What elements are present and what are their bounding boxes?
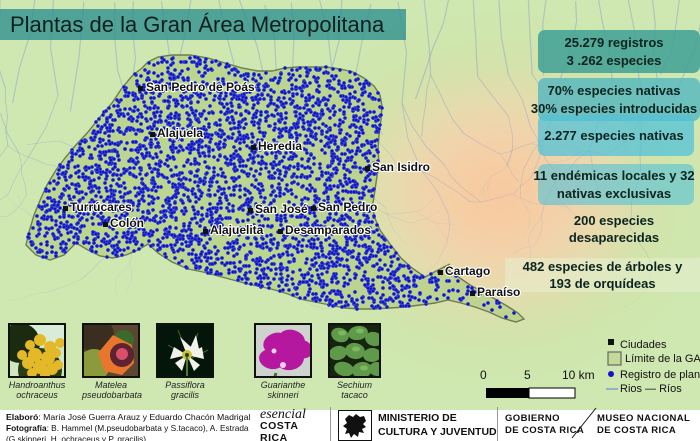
svg-text:Turrúcares: Turrúcares <box>70 200 132 214</box>
svg-text:San Pedro: San Pedro <box>318 200 377 214</box>
svg-text:Alajuelita: Alajuelita <box>210 223 264 237</box>
svg-text:Cartago: Cartago <box>445 264 490 278</box>
svg-text:Desamparados: Desamparados <box>285 223 371 237</box>
svg-text:San Isidro: San Isidro <box>372 160 430 174</box>
svg-text:Paraíso: Paraíso <box>477 285 520 299</box>
svg-text:San José: San José <box>255 202 308 216</box>
svg-text:Alajuela: Alajuela <box>157 126 203 140</box>
svg-text:San Pedro de Poás: San Pedro de Poás <box>146 80 255 94</box>
svg-text:Heredia: Heredia <box>258 139 302 153</box>
svg-text:Colón: Colón <box>110 216 144 230</box>
